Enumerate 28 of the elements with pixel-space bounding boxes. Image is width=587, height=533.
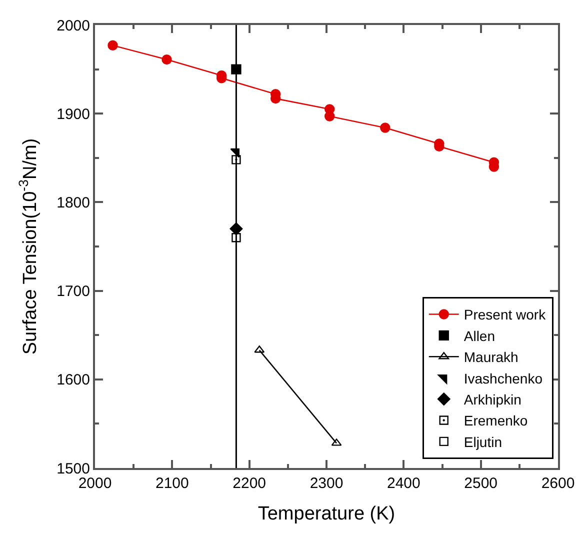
y-tick-label: 1600 (56, 372, 90, 389)
x-tick-label: 2200 (232, 475, 266, 492)
x-tick-label: 2600 (541, 475, 575, 492)
x-tick-label: 2000 (78, 475, 112, 492)
point (232, 233, 241, 242)
point (231, 64, 242, 74)
x-axis-title: Temperature (K) (258, 503, 396, 524)
y-tick-label: 1500 (56, 460, 90, 478)
legend-label: Maurakh (464, 349, 518, 366)
x-tick-label: 2300 (310, 475, 344, 492)
legend-label: Ivashchenko (464, 370, 543, 386)
point (380, 122, 390, 133)
y-tick-label: 1700 (56, 283, 90, 300)
y-tick-label: 2000 (56, 17, 90, 34)
point (232, 155, 241, 164)
legend-label: Present work (464, 306, 547, 323)
legend-label: Eljutin (464, 434, 502, 450)
legend-label: Arkhipkin (464, 392, 522, 408)
legend-label: Eremenko (464, 412, 528, 429)
y-tick-label: 1800 (56, 194, 90, 212)
point (324, 111, 335, 122)
x-tick-label: 2500 (464, 475, 498, 492)
x-tick-label: 2400 (386, 475, 420, 492)
point (108, 40, 118, 50)
point (162, 54, 172, 65)
x-tick-label: 2100 (155, 475, 189, 492)
legend-label: Allen (464, 328, 496, 344)
y-tick-label: 1900 (56, 106, 90, 123)
